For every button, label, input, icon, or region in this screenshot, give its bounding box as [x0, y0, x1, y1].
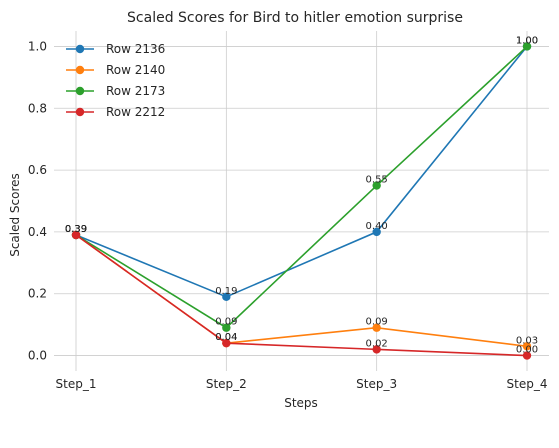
data-label: 1.00 [516, 35, 538, 46]
data-point [522, 342, 532, 351]
y-tick-label: 1.0 [28, 39, 47, 53]
y-axis-label: Scaled Scores [8, 173, 22, 257]
data-label: 0.55 [366, 175, 388, 186]
x-tick-label: Step_1 [56, 377, 97, 391]
data-point [372, 345, 381, 354]
legend-marker [75, 86, 85, 96]
data-label: 0.04 [215, 332, 237, 343]
y-tick-label: 0.4 [28, 225, 47, 239]
chart-title: Scaled Scores for Bird to hitler emotion… [127, 10, 463, 26]
data-label: 1.00 [516, 35, 538, 46]
x-tick-label: Step_2 [206, 377, 247, 391]
data-point [522, 351, 532, 360]
data-point [522, 42, 532, 51]
data-label: 0.39 [65, 224, 87, 235]
series-line [75, 45, 528, 298]
data-point [372, 227, 381, 237]
y-tick-label: 0.6 [28, 163, 47, 177]
legend-marker [75, 65, 85, 75]
x-tick-label: Step_3 [356, 377, 397, 391]
legend-label: Row 2140 [106, 63, 165, 77]
data-point [372, 181, 381, 190]
plot-area: 0.0 0.2 0.4 0.6 0.8 1.0 Step_1 Step_2 Step_3 Step… [28, 31, 549, 391]
legend-label: Row 2136 [106, 42, 165, 56]
series-line [75, 234, 528, 348]
legend-label: Row 2173 [106, 84, 165, 98]
x-axis-label: Steps [284, 396, 318, 410]
data-label: 0.09 [366, 317, 388, 328]
y-tick-label: 0.0 [28, 349, 47, 363]
x-tick-label: Step_4 [507, 377, 548, 391]
data-point [372, 323, 381, 332]
legend-label: Row 2212 [106, 105, 165, 119]
y-tick-label: 0.8 [28, 101, 47, 115]
data-label: 0.09 [215, 317, 237, 328]
data-label: 0.02 [366, 338, 388, 349]
data-label: 0.40 [366, 221, 388, 232]
data-label: 0.03 [516, 335, 538, 346]
data-point [222, 323, 231, 332]
data-label: 0.39 [65, 224, 87, 235]
series-line [75, 234, 528, 357]
data-point [222, 292, 231, 302]
data-label: 0.19 [215, 286, 237, 297]
data-point [71, 230, 81, 240]
y-tick-label: 0.2 [28, 287, 47, 301]
legend-marker [75, 107, 85, 117]
legend-marker [75, 44, 85, 54]
data-label: 0.39 [65, 224, 87, 235]
series-line [75, 45, 528, 329]
legend: Row 2136 Row 2140 Row 2173 Row 2212 [66, 42, 165, 119]
data-label: 0.39 [65, 224, 87, 235]
data-point [222, 338, 231, 348]
data-label: 0.00 [516, 345, 538, 356]
data-label: 0.04 [215, 332, 237, 343]
